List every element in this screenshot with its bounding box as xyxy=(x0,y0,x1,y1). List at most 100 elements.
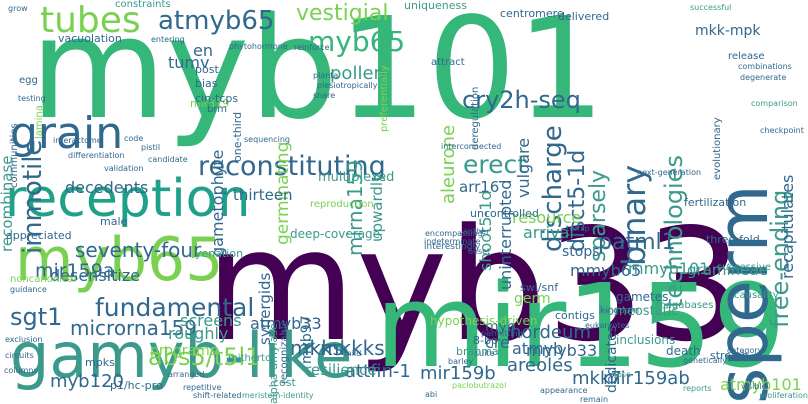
cloud-word: p1/hc-pro xyxy=(110,379,163,392)
cloud-word: death xyxy=(666,344,701,358)
cloud-word: male xyxy=(100,215,128,228)
cloud-word: resource xyxy=(512,208,582,227)
cloud-word: yenation xyxy=(195,247,244,260)
cloud-word: uninterrupted xyxy=(496,179,515,290)
cloud-word: mir159a xyxy=(35,260,115,282)
cloud-word: myb65 xyxy=(15,225,224,295)
cloud-word: uniqueness xyxy=(404,0,467,12)
cloud-word: exclusion xyxy=(5,335,43,344)
cloud-word: lamina xyxy=(34,105,45,139)
cloud-word: successful xyxy=(690,3,732,12)
cloud-word: uncontrolled xyxy=(470,207,539,220)
cloud-word: abi xyxy=(425,390,438,399)
cloud-word: indeterminate xyxy=(424,237,481,246)
cloud-word: arranged xyxy=(168,370,205,379)
cloud-word: release xyxy=(728,51,765,62)
cloud-word: kingdom xyxy=(600,306,640,316)
cloud-word: anther xyxy=(463,227,490,236)
cloud-word: share xyxy=(313,91,336,100)
cloud-word: one-third xyxy=(231,111,244,162)
cloud-word: mkk-mpk xyxy=(695,23,761,39)
cloud-word: decedents xyxy=(65,178,149,197)
cloud-word: barley xyxy=(448,357,474,366)
cloud-word: code xyxy=(124,134,144,143)
cloud-word: screens xyxy=(180,311,242,330)
cloud-word: three-fold xyxy=(706,233,760,246)
cloud-word: degenerate xyxy=(740,73,787,82)
cloud-word: stretch xyxy=(710,349,749,362)
cloud-word: reception xyxy=(5,169,251,229)
cloud-word: aleurone xyxy=(438,124,459,204)
cloud-word: mpks xyxy=(85,356,115,369)
cloud-word: cost xyxy=(273,376,296,389)
cloud-word: gametes xyxy=(616,290,669,304)
cloud-word: causality xyxy=(734,290,779,301)
cloud-word: columns xyxy=(4,366,38,375)
cloud-word: hypothesis-driven xyxy=(430,314,538,328)
cloud-word: mkkks xyxy=(320,336,385,360)
cloud-word: communities xyxy=(9,123,20,188)
cloud-word: planta xyxy=(313,71,339,80)
cloud-word: deep-coverage xyxy=(290,227,381,241)
cloud-word: guidance xyxy=(10,285,47,294)
cloud-word: meristem-identity xyxy=(242,391,314,400)
cloud-word: circuits xyxy=(5,351,34,360)
cloud-word: interconnected xyxy=(441,142,502,151)
cloud-word: atmyb101 xyxy=(720,375,802,394)
cloud-word: myb120 xyxy=(50,371,124,392)
cloud-word: gametophyte xyxy=(208,149,227,257)
cloud-word: cre xyxy=(485,333,510,352)
cloud-word: contigs xyxy=(555,309,595,322)
cloud-word: mkk7 xyxy=(572,368,622,389)
cloud-word: fundamental xyxy=(95,293,255,322)
cloud-word: reproduction xyxy=(310,199,374,210)
cloud-word: 8-bp xyxy=(473,334,498,347)
cloud-word: mmyb101 xyxy=(628,259,710,278)
cloud-word: atmyb xyxy=(512,339,564,358)
cloud-word: bias xyxy=(195,77,218,90)
cloud-word: reports xyxy=(683,384,712,393)
cloud-word: mitherto xyxy=(228,353,272,364)
cloud-word: gamyb-like xyxy=(10,319,353,392)
cloud-word: next-generation xyxy=(637,168,702,177)
cloud-word: genetically xyxy=(683,356,727,365)
cloud-word: thirteen xyxy=(233,186,293,204)
cloud-word: vulgare xyxy=(514,137,533,198)
cloud-word: fertilization xyxy=(684,196,747,209)
cloud-word: deregulation xyxy=(470,86,481,150)
cloud-word: interactome xyxy=(53,136,102,145)
cloud-word: onset xyxy=(468,247,491,256)
cloud-word: myb65 xyxy=(308,25,406,58)
cloud-word: seventy-four xyxy=(75,238,202,262)
cloud-word: mir319 xyxy=(190,97,230,110)
cloud-word: delivered xyxy=(558,10,610,23)
cloud-word: gramineae xyxy=(687,261,768,279)
cloud-word: roughly xyxy=(168,324,229,343)
cloud-word: repetitive xyxy=(183,383,222,392)
cloud-word: candidate xyxy=(148,155,188,164)
cloud-word: constraints xyxy=(115,0,171,10)
cloud-word: attfin-1 xyxy=(345,361,411,382)
cloud-word: mkks xyxy=(290,336,344,360)
cloud-word: en xyxy=(193,41,213,60)
cloud-word: mmyb65 xyxy=(570,261,642,280)
cloud-word: vestigial xyxy=(296,1,389,26)
cloud-word: mir159 xyxy=(375,260,786,394)
cloud-word: evolutionary xyxy=(712,117,723,180)
cloud-word: combinations xyxy=(738,62,792,71)
cloud-word: suite xyxy=(475,349,495,358)
cloud-word: egg xyxy=(19,75,38,86)
cloud-word: grain xyxy=(10,108,124,159)
cloud-word: atmyb33 xyxy=(250,314,322,333)
cloud-word: mir159ab xyxy=(603,368,690,389)
cloud-word: mir159b xyxy=(420,363,496,384)
cloud-word: preferentially xyxy=(379,65,390,132)
cloud-word: mmyb33 xyxy=(526,341,598,360)
cloud-word: validation xyxy=(104,164,144,173)
cloud-word: mild xyxy=(344,349,362,358)
cloud-word: inclusions xyxy=(616,333,676,347)
cloud-word: areoles xyxy=(507,355,573,376)
cloud-word: sgt1 xyxy=(10,303,63,331)
cloud-word: arrival xyxy=(523,223,574,242)
